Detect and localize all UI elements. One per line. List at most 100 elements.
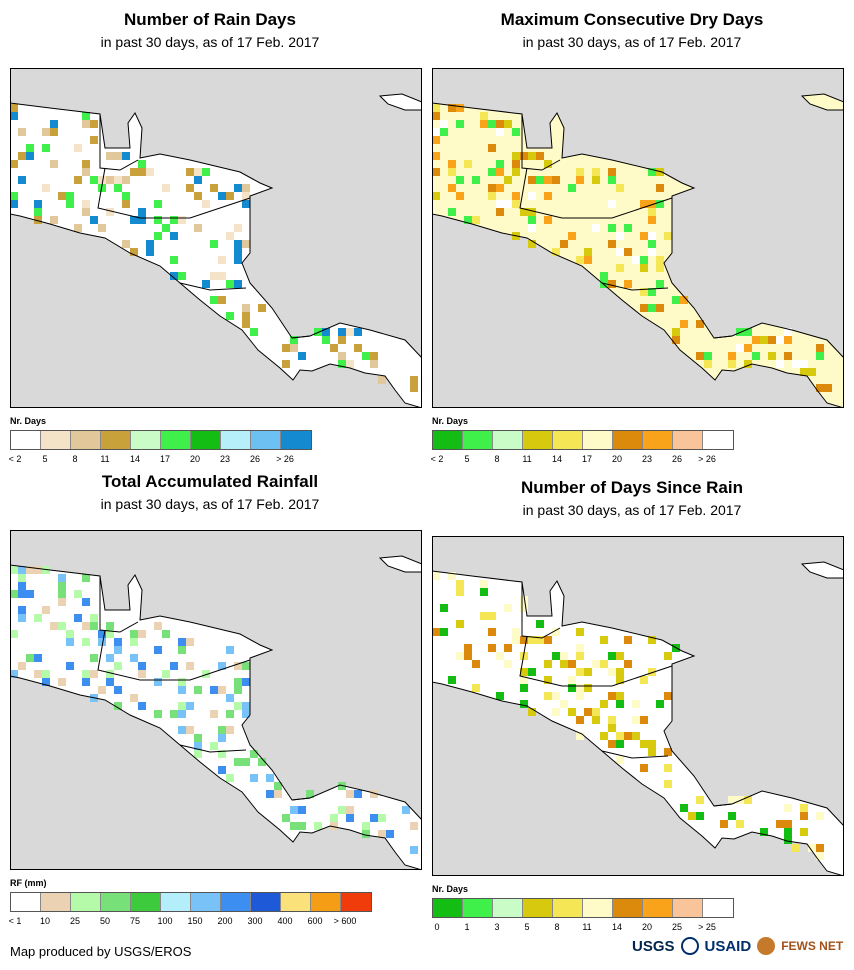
data-cell <box>98 638 106 646</box>
data-cell <box>138 216 146 224</box>
data-cell <box>298 806 306 814</box>
legend-swatch <box>281 893 311 911</box>
panel-subtitle: in past 30 days, as of 17 Feb. 2017 <box>522 34 742 50</box>
data-cell <box>322 328 330 336</box>
data-cell <box>552 248 560 256</box>
data-cell <box>226 694 234 702</box>
data-cell <box>632 732 640 740</box>
data-cell <box>592 224 600 232</box>
data-cell <box>648 232 656 240</box>
data-cell <box>784 352 792 360</box>
data-cell <box>162 224 170 232</box>
data-cell <box>210 296 218 304</box>
data-cell <box>744 796 752 804</box>
legend-title: RF (mm) <box>10 878 47 888</box>
data-cell <box>616 700 624 708</box>
data-cell <box>432 136 440 144</box>
data-cell <box>154 710 162 718</box>
legend-swatch <box>41 893 71 911</box>
legend-swatch <box>433 899 463 917</box>
data-cell <box>560 700 568 708</box>
data-cell <box>496 128 504 136</box>
data-cell <box>26 654 34 662</box>
usaid-seal-icon <box>680 937 699 955</box>
data-cell <box>218 662 226 670</box>
data-cell <box>274 782 282 790</box>
data-cell <box>98 224 106 232</box>
data-cell <box>186 726 194 734</box>
data-cell <box>242 304 250 312</box>
data-cell <box>600 700 608 708</box>
data-cell <box>528 216 536 224</box>
data-cell <box>616 248 624 256</box>
data-cell <box>432 192 440 200</box>
data-cell <box>194 734 202 742</box>
legend-label: 50 <box>99 916 111 926</box>
data-cell <box>242 240 250 248</box>
data-cell <box>130 168 138 176</box>
legend-label: 26 <box>249 454 261 464</box>
data-cell <box>528 636 536 644</box>
data-cell <box>226 280 234 288</box>
data-cell <box>90 120 98 128</box>
data-cell <box>98 176 106 184</box>
data-cell <box>496 208 504 216</box>
data-cell <box>34 216 42 224</box>
legend-label: 0 <box>434 922 440 932</box>
data-cell <box>10 200 18 208</box>
data-cell <box>664 692 672 700</box>
data-cell <box>496 168 504 176</box>
data-cell <box>138 168 146 176</box>
legend-label: 5 <box>464 454 470 464</box>
data-cell <box>58 574 66 582</box>
data-cell <box>448 168 456 176</box>
data-cell <box>234 662 242 670</box>
data-cell <box>66 638 74 646</box>
data-cell <box>42 184 50 192</box>
legend-swatch <box>523 431 553 449</box>
data-cell <box>584 668 592 676</box>
data-cell <box>520 684 528 692</box>
data-cell <box>512 192 520 200</box>
data-cell <box>544 160 552 168</box>
data-cell <box>688 812 696 820</box>
data-cell <box>138 702 146 710</box>
legend-label: < 1 <box>8 916 22 926</box>
data-cell <box>528 240 536 248</box>
data-cell <box>170 256 178 264</box>
data-cell <box>10 192 18 200</box>
data-cell <box>640 764 648 772</box>
panel-title: Number of Rain Days <box>124 10 296 29</box>
legend-label: < 2 <box>8 454 22 464</box>
data-cell <box>640 256 648 264</box>
data-cell <box>680 320 688 328</box>
data-cell <box>696 796 704 804</box>
data-cell <box>362 830 370 838</box>
legend-label: 600 <box>307 916 323 926</box>
data-cell <box>464 644 472 652</box>
data-cell <box>242 192 250 200</box>
data-cell <box>664 652 672 660</box>
data-cell <box>448 676 456 684</box>
legend-swatch <box>221 893 251 911</box>
data-cell <box>74 590 82 598</box>
data-cell <box>306 790 314 798</box>
data-cell <box>576 176 584 184</box>
data-cell <box>90 176 98 184</box>
data-cell <box>456 192 464 200</box>
data-cell <box>784 820 792 828</box>
data-cell <box>664 748 672 756</box>
data-cell <box>528 192 536 200</box>
data-cell <box>448 572 456 580</box>
data-cell <box>568 708 576 716</box>
data-cell <box>680 296 688 304</box>
data-cell <box>648 168 656 176</box>
data-cell <box>520 208 528 216</box>
data-cell <box>218 256 226 264</box>
legend-swatch <box>673 431 703 449</box>
data-cell <box>58 582 66 590</box>
data-cell <box>18 128 26 136</box>
data-cell <box>648 288 656 296</box>
data-cell <box>576 644 584 652</box>
data-cell <box>608 224 616 232</box>
